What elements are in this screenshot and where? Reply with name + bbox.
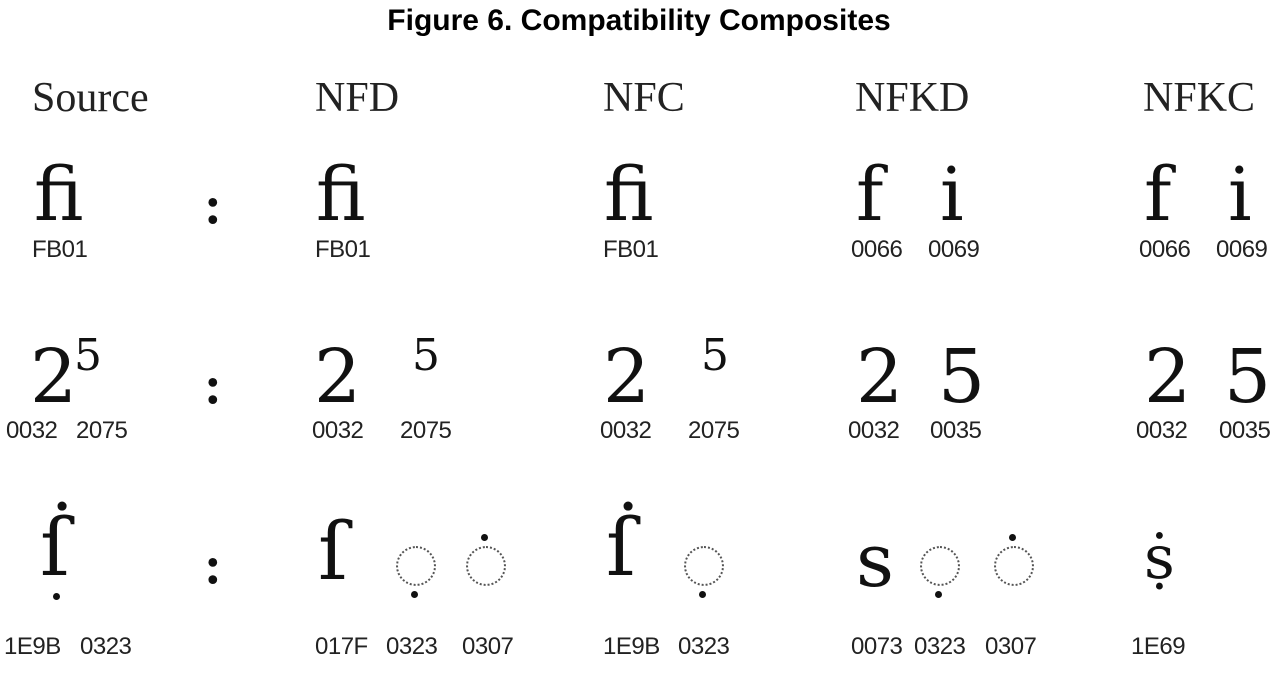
glyph-s-dot-below-dot-above: ṩ (1144, 523, 1175, 593)
codepoint-label: 0323 (386, 633, 438, 660)
codepoint-label: 0035 (930, 417, 982, 444)
dotted-circle-placeholder (396, 546, 436, 586)
glyph-f: f (856, 152, 884, 238)
combining-dot-above (1009, 534, 1016, 541)
codepoint-label: 0032 (848, 417, 900, 444)
codepoint-label: 0323 (914, 633, 966, 660)
glyph-five: 5 (938, 334, 986, 420)
header-nfkd: NFKD (855, 75, 970, 121)
codepoint-label: 2075 (400, 417, 452, 444)
glyph-two: 2 (30, 334, 78, 420)
combining-dot-below (935, 591, 942, 598)
glyph-i: i (940, 152, 964, 238)
codepoint-label: 0032 (312, 417, 364, 444)
codepoint-label: 1E9B (603, 633, 660, 660)
separator-colon: : (204, 355, 222, 415)
codepoint-label: 0323 (678, 633, 730, 660)
codepoint-label: 2075 (688, 417, 740, 444)
glyph-two: 2 (603, 334, 651, 420)
glyph-long-s: ſ (318, 505, 348, 598)
codepoint-label: FB01 (32, 236, 88, 263)
codepoint-label: 0323 (80, 633, 132, 660)
glyph-two: 2 (856, 334, 904, 420)
codepoint-label: 017F (315, 633, 368, 660)
header-nfc: NFC (603, 75, 685, 121)
codepoint-label: 0035 (1219, 417, 1271, 444)
header-source: Source (32, 75, 149, 121)
combining-dot-below (699, 591, 706, 598)
glyph-fi-ligature: ﬁ (316, 152, 366, 238)
glyph-i: i (1228, 152, 1252, 238)
glyph-superscript-five: 5 (701, 330, 729, 381)
codepoint-label: 0069 (1216, 236, 1268, 263)
codepoint-label: 0032 (1136, 417, 1188, 444)
codepoint-label: 0066 (1139, 236, 1191, 263)
separator-colon: : (204, 535, 222, 595)
codepoint-label: 1E9B (4, 633, 61, 660)
codepoint-label: 0307 (462, 633, 514, 660)
codepoint-label: 0032 (600, 417, 652, 444)
dotted-circle-placeholder (994, 546, 1034, 586)
header-nfd: NFD (315, 75, 400, 121)
combining-dot-below (411, 591, 418, 598)
glyph-long-s-dot-above: ẛ (606, 501, 636, 594)
codepoint-label: 1E69 (1131, 633, 1186, 660)
header-nfkc: NFKC (1143, 75, 1256, 121)
figure-title: Figure 6. Compatibility Composites (387, 4, 891, 37)
codepoint-label: FB01 (603, 236, 659, 263)
glyph-fi-ligature: ﬁ (604, 152, 654, 238)
codepoint-label: 2075 (76, 417, 128, 444)
glyph-long-s-dot-above: ẛ (40, 501, 70, 594)
separator-colon: : (204, 175, 222, 235)
combining-dot-below (53, 593, 60, 600)
codepoint-label: 0032 (6, 417, 58, 444)
glyph-two: 2 (1144, 334, 1192, 420)
glyph-s: s (856, 518, 894, 604)
glyph-superscript-five: 5 (74, 330, 102, 381)
glyph-superscript-five: 5 (412, 330, 440, 381)
codepoint-label: 0069 (928, 236, 980, 263)
codepoint-label: 0073 (851, 633, 903, 660)
glyph-two: 2 (314, 334, 362, 420)
codepoint-label: 0307 (985, 633, 1037, 660)
combining-dot-above (481, 534, 488, 541)
dotted-circle-placeholder (684, 546, 724, 586)
codepoint-label: 0066 (851, 236, 903, 263)
glyph-fi-ligature: ﬁ (34, 152, 84, 238)
dotted-circle-placeholder (920, 546, 960, 586)
codepoint-label: FB01 (315, 236, 371, 263)
glyph-five: 5 (1224, 334, 1272, 420)
glyph-f: f (1144, 152, 1172, 238)
dotted-circle-placeholder (466, 546, 506, 586)
